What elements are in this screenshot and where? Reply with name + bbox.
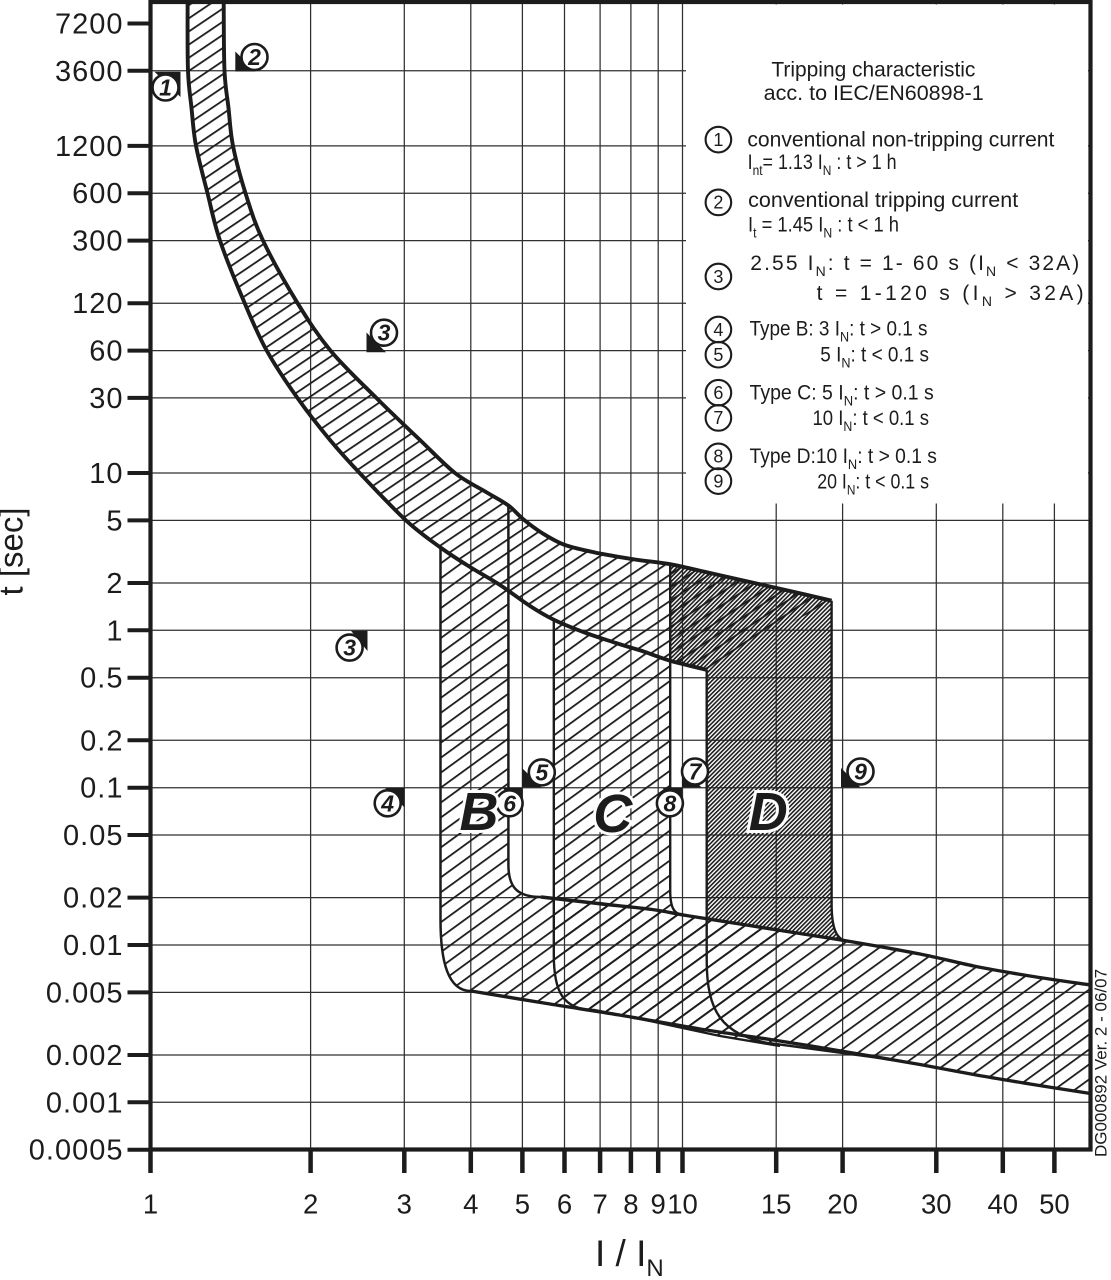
svg-text:0.01: 0.01: [63, 930, 123, 962]
svg-text:30: 30: [89, 383, 123, 415]
svg-text:8: 8: [623, 1189, 638, 1220]
svg-text:7: 7: [592, 1189, 607, 1220]
svg-text:600: 600: [72, 178, 123, 210]
svg-text:5 IN: t < 0.1 s: 5 IN: t < 0.1 s: [820, 343, 929, 370]
svg-text:120: 120: [72, 288, 123, 320]
svg-text:9: 9: [854, 759, 867, 785]
svg-text:10: 10: [89, 458, 123, 490]
svg-text:1: 1: [159, 75, 172, 101]
svg-text:50: 50: [1039, 1189, 1070, 1220]
svg-text:300: 300: [72, 226, 123, 258]
svg-text:conventional tripping current: conventional tripping current: [748, 189, 1018, 212]
svg-text:B: B: [460, 782, 499, 842]
svg-text:10: 10: [667, 1189, 698, 1220]
svg-text:6: 6: [503, 790, 516, 816]
svg-text:9: 9: [651, 1189, 666, 1220]
svg-text:10 IN: t < 0.1 s: 10 IN: t < 0.1 s: [813, 407, 930, 434]
svg-text:2: 2: [247, 44, 261, 70]
svg-text:5: 5: [106, 505, 123, 537]
svg-text:5: 5: [535, 759, 549, 785]
svg-text:2.55 IN: t = 1- 60 s (IN < 32A: 2.55 IN: t = 1- 60 s (I N < 32A): [750, 252, 1079, 279]
svg-text:30: 30: [921, 1189, 952, 1220]
svg-text:3: 3: [378, 320, 391, 346]
svg-text:0.02: 0.02: [63, 883, 123, 915]
svg-text:Type B: 3 IN: t > 0.1 s: Type B: 3 IN: t > 0.1 s: [750, 318, 928, 345]
svg-text:4: 4: [463, 1189, 478, 1220]
svg-text:3: 3: [343, 635, 356, 661]
svg-text:8: 8: [664, 790, 677, 816]
svg-text:0.002: 0.002: [46, 1040, 124, 1072]
svg-text:7: 7: [689, 759, 703, 785]
svg-text:Type C: 5 IN: t > 0.1 s: Type C: 5 IN: t > 0.1 s: [750, 382, 934, 409]
svg-text:Int= 1.13 IN : t > 1 h: Int= 1.13 IN : t > 1 h: [748, 151, 897, 178]
svg-text:2: 2: [106, 568, 123, 600]
svg-text:6: 6: [713, 383, 723, 403]
svg-text:C: C: [593, 784, 633, 844]
svg-text:conventional non-tripping curr: conventional non-tripping current: [747, 128, 1054, 151]
svg-text:40: 40: [988, 1189, 1019, 1220]
svg-text:15: 15: [761, 1189, 792, 1220]
svg-text:1200: 1200: [55, 131, 124, 163]
svg-text:8: 8: [713, 447, 723, 467]
svg-text:20: 20: [827, 1189, 858, 1220]
svg-text:3600: 3600: [55, 56, 124, 88]
svg-text:7: 7: [713, 408, 723, 428]
svg-text:60: 60: [89, 336, 123, 368]
svg-text:4: 4: [713, 320, 723, 340]
svg-text:5: 5: [713, 345, 723, 365]
svg-text:0.1: 0.1: [80, 773, 123, 805]
svg-text:4: 4: [380, 790, 394, 816]
svg-text:9: 9: [713, 471, 723, 491]
svg-text:3: 3: [397, 1189, 412, 1220]
svg-text:2: 2: [303, 1189, 318, 1220]
svg-text:0.001: 0.001: [46, 1087, 124, 1119]
svg-text:0.005: 0.005: [46, 977, 124, 1009]
svg-text:20 IN: t < 0.1 s: 20 IN: t < 0.1 s: [817, 471, 929, 498]
svg-text:t [sec]: t [sec]: [0, 507, 30, 595]
svg-text:3: 3: [713, 267, 723, 287]
svg-text:0.2: 0.2: [80, 725, 123, 757]
svg-text:Tripping characteristic: Tripping characteristic: [771, 59, 975, 82]
svg-text:2: 2: [713, 193, 723, 213]
svg-text:Type D:10 IN: t > 0.1 s: Type D:10 IN: t > 0.1 s: [750, 445, 937, 472]
svg-text:1: 1: [143, 1189, 158, 1220]
svg-text:0.05: 0.05: [63, 820, 123, 852]
svg-text:0.0005: 0.0005: [29, 1135, 124, 1167]
svg-text:acc. to IEC/EN60898-1: acc. to IEC/EN60898-1: [764, 82, 984, 105]
svg-text:DG000892 Ver. 2 - 06/07: DG000892 Ver. 2 - 06/07: [1092, 969, 1111, 1157]
svg-text:1: 1: [713, 130, 723, 150]
svg-text:5: 5: [515, 1189, 530, 1220]
svg-text:0.5: 0.5: [80, 663, 123, 695]
svg-text:6: 6: [557, 1189, 572, 1220]
svg-text:7200: 7200: [55, 9, 124, 41]
svg-text:D: D: [749, 782, 788, 842]
svg-text:1: 1: [106, 615, 123, 647]
